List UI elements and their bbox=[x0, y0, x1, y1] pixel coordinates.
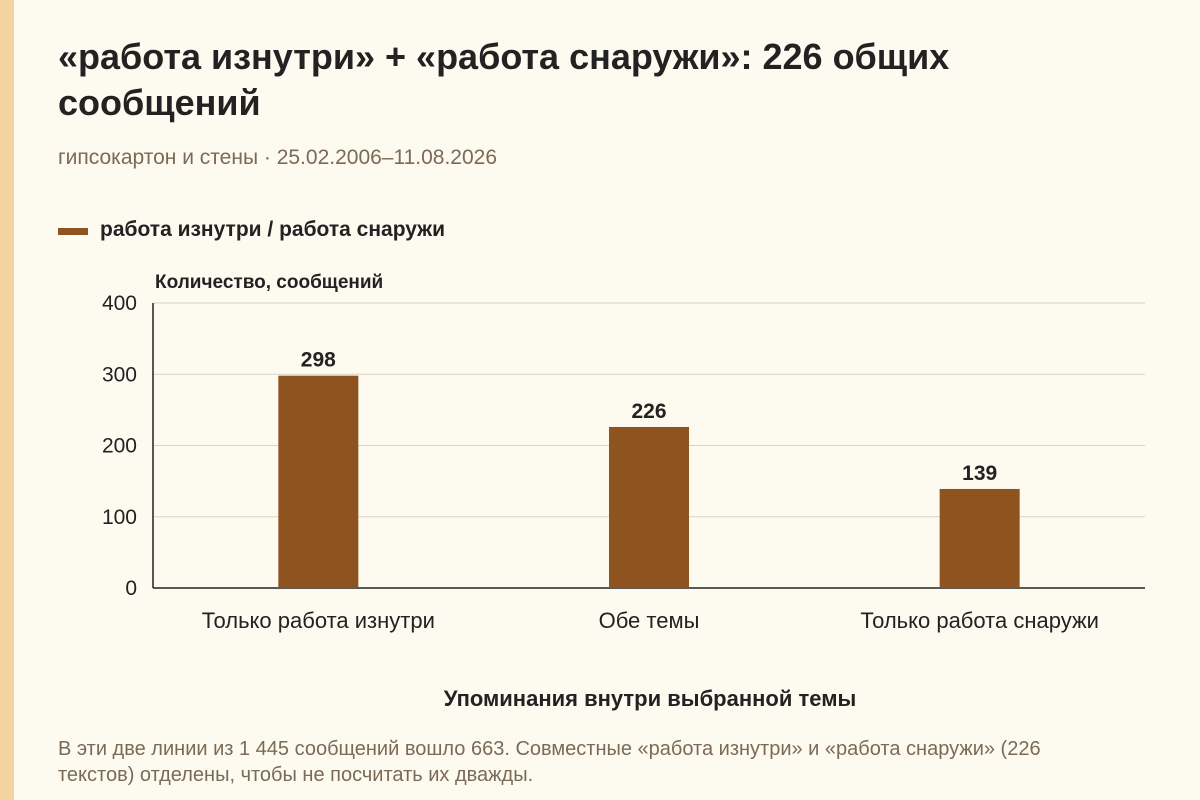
bar bbox=[609, 426, 689, 588]
y-axis-label: Количество, сообщений bbox=[155, 272, 384, 293]
y-tick-label: 200 bbox=[102, 435, 137, 458]
chart-subtitle: гипсокартон и стены · 25.02.2006–11.08.2… bbox=[58, 146, 498, 169]
y-tick-label: 300 bbox=[102, 363, 137, 386]
x-tick-label: Только работа изнутри bbox=[202, 608, 435, 633]
bar-value-label: 226 bbox=[631, 400, 666, 423]
x-tick-label: Обе темы bbox=[599, 608, 700, 633]
x-axis-label: Упоминания внутри выбранной темы bbox=[443, 686, 857, 711]
y-tick-label: 100 bbox=[102, 506, 137, 529]
bar-value-label: 298 bbox=[301, 349, 336, 372]
y-tick-label: 0 bbox=[125, 577, 137, 600]
bar-value-label: 139 bbox=[962, 462, 997, 485]
bar bbox=[278, 375, 359, 588]
legend-label: работа изнутри / работа снаружи bbox=[100, 218, 445, 241]
x-tick-label: Только работа снаружи bbox=[860, 608, 1099, 633]
bar bbox=[939, 488, 1020, 588]
legend: работа изнутри / работа снаружи bbox=[58, 218, 445, 242]
legend-swatch bbox=[58, 227, 88, 235]
chart-title: «работа изнутри» + «работа снаружи»: 226… bbox=[58, 36, 950, 123]
left-accent-stripe bbox=[0, 0, 14, 800]
y-tick-label: 400 bbox=[102, 292, 137, 315]
footnote: В эти две линии из 1 445 сообщений вошло… bbox=[58, 738, 1041, 786]
